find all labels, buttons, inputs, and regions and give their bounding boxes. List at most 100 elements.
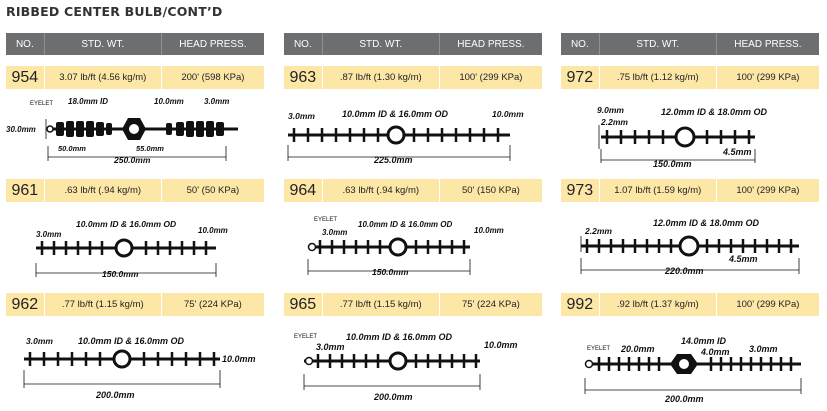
eyelet-label: EYELET bbox=[30, 101, 53, 107]
head-pressure: 75' (224 KPa) bbox=[462, 299, 520, 310]
product-number: 965 bbox=[284, 293, 323, 316]
product-number: 964 bbox=[284, 179, 323, 202]
dim-b-label: 3.0mm bbox=[749, 344, 778, 354]
dim-c-label: 4.0mm bbox=[700, 347, 730, 357]
head-pressure: 50' (150 KPa) bbox=[462, 185, 520, 196]
width-label: 150.0mm bbox=[102, 269, 139, 279]
dim-d-label: 55.0mm bbox=[136, 144, 164, 153]
product-row-965: 965 .77 lb/ft (1.15 kg/m) 75' (224 KPa) bbox=[284, 293, 542, 316]
table-header: NO. STD. WT. HEAD PRESS. bbox=[6, 33, 264, 55]
width-label: 200.0mm bbox=[373, 392, 413, 402]
eyelet-label: EYELET bbox=[294, 334, 317, 340]
width-label: 220.0mm bbox=[664, 266, 704, 276]
product-number: 962 bbox=[6, 293, 45, 316]
std-weight: .75 lb/ft (1.12 kg/m) bbox=[600, 66, 717, 89]
dim-a-label: 10.0mm bbox=[492, 109, 524, 119]
dim-b-label: 3.0mm bbox=[26, 336, 53, 346]
profile-drawing-973: 2.2mm 12.0mm ID & 18.0mm OD 4.5mm 220.0m… bbox=[580, 218, 800, 276]
dim-b-label: 3.0mm bbox=[322, 228, 347, 237]
std-weight: .63 lb/ft (.94 kg/m) bbox=[323, 179, 440, 202]
id-label: 12.0mm ID & 18.0mm OD bbox=[661, 107, 768, 117]
product-column-1: NO. STD. WT. HEAD PRESS. 954 3.07 lb/ft … bbox=[6, 33, 264, 400]
std-weight: 3.07 lb/ft (4.56 kg/m) bbox=[45, 66, 162, 89]
table-header: NO. STD. WT. HEAD PRESS. bbox=[561, 33, 819, 55]
dim-b-label: 3.0mm bbox=[36, 230, 61, 239]
dim-b-label: 3.0mm bbox=[288, 111, 315, 121]
product-row-973: 973 1.07 lb/ft (1.59 kg/m) 100' (299 KPa… bbox=[561, 179, 819, 202]
product-row-964: 964 .63 lb/ft (.94 kg/m) 50' (150 KPa) bbox=[284, 179, 542, 202]
dim-a-label: 10.0mm bbox=[154, 97, 184, 106]
product-row-954: 954 3.07 lb/ft (4.56 kg/m) 200' (598 KPa… bbox=[6, 66, 264, 89]
product-number: 972 bbox=[561, 66, 600, 89]
product-number: 992 bbox=[561, 293, 600, 316]
header-no: NO. bbox=[6, 33, 45, 55]
header-std-wt: STD. WT. bbox=[323, 33, 440, 55]
height-label: 9.0mm bbox=[597, 105, 624, 115]
id-label: 10.0mm ID & 16.0mm OD bbox=[76, 219, 176, 229]
product-number: 954 bbox=[6, 66, 45, 89]
profile-drawing-965: EYELET 3.0mm 10.0mm ID & 16.0mm OD 10.0m… bbox=[294, 332, 518, 402]
width-label: 250.0mm bbox=[113, 155, 151, 165]
height-label: 30.0mm bbox=[6, 125, 36, 134]
width-label: 150.0mm bbox=[372, 267, 409, 277]
head-pressure: 200' (598 KPa) bbox=[181, 72, 245, 83]
dim-a-label: 10.0mm bbox=[222, 354, 256, 364]
product-number: 963 bbox=[284, 66, 323, 89]
eyelet-label: EYELET bbox=[587, 346, 610, 352]
std-weight: .77 lb/ft (1.15 kg/m) bbox=[45, 293, 162, 316]
width-label: 150.0mm bbox=[653, 159, 692, 169]
header-std-wt: STD. WT. bbox=[45, 33, 162, 55]
dim-a-label: 10.0mm bbox=[484, 340, 518, 350]
head-pressure: 100' (299 KPa) bbox=[459, 72, 523, 83]
std-weight: .63 lb/ft (.94 kg/m) bbox=[45, 179, 162, 202]
product-row-992: 992 .92 lb/ft (1.37 kg/m) 100' (299 KPa) bbox=[561, 293, 819, 316]
id-label: 10.0mm ID & 16.0mm OD bbox=[346, 332, 453, 342]
product-column-2: NO. STD. WT. HEAD PRESS. 963 .87 lb/ft (… bbox=[284, 33, 542, 402]
id-label: 10.0mm ID & 16.0mm OD bbox=[358, 220, 452, 229]
std-weight: .92 lb/ft (1.37 kg/m) bbox=[600, 293, 717, 316]
header-no: NO. bbox=[561, 33, 600, 55]
dim-a-label: 10.0mm bbox=[198, 226, 228, 235]
header-head-press: HEAD PRESS. bbox=[457, 38, 525, 50]
dim-c-label: 50.0mm bbox=[58, 144, 86, 153]
std-weight: 1.07 lb/ft (1.59 kg/m) bbox=[600, 179, 717, 202]
dim-a-label: 10.0mm bbox=[474, 226, 504, 235]
product-row-963: 963 .87 lb/ft (1.30 kg/m) 100' (299 KPa) bbox=[284, 66, 542, 89]
id-label: 14.0mm ID bbox=[681, 336, 727, 346]
header-head-press: HEAD PRESS. bbox=[734, 38, 802, 50]
table-header: NO. STD. WT. HEAD PRESS. bbox=[284, 33, 542, 55]
header-head-press: HEAD PRESS. bbox=[179, 38, 247, 50]
dim-c-label: 4.5mm bbox=[728, 254, 758, 264]
header-no: NO. bbox=[284, 33, 323, 55]
width-label: 200.0mm bbox=[664, 394, 704, 404]
head-pressure: 75' (224 KPa) bbox=[184, 299, 242, 310]
product-column-3: NO. STD. WT. HEAD PRESS. 972 .75 lb/ft (… bbox=[561, 33, 819, 404]
head-pressure: 100' (299 KPa) bbox=[736, 299, 800, 310]
profile-drawing-954: EYELET 18.0mm ID 10.0mm 3.0mm 30.0mm 50.… bbox=[6, 97, 238, 165]
dim-b-label: 3.0mm bbox=[316, 342, 345, 352]
profile-drawing-963: 3.0mm 10.0mm ID & 16.0mm OD 10.0mm 225.0… bbox=[287, 109, 524, 165]
profile-drawing-961: 3.0mm 10.0mm ID & 16.0mm OD 10.0mm 150.0… bbox=[35, 219, 228, 279]
header-std-wt: STD. WT. bbox=[600, 33, 717, 55]
dim-e-label: 20.0mm bbox=[620, 344, 655, 354]
width-label: 225.0mm bbox=[373, 155, 413, 165]
id-label: 18.0mm ID bbox=[68, 97, 108, 106]
profile-drawing-992: EYELET 20.0mm 14.0mm ID 4.0mm 3.0mm 200.… bbox=[584, 336, 802, 404]
product-row-961: 961 .63 lb/ft (.94 kg/m) 50' (50 KPa) bbox=[6, 179, 264, 202]
product-number: 973 bbox=[561, 179, 600, 202]
id-label: 10.0mm ID & 16.0mm OD bbox=[342, 109, 449, 119]
page-title: RIBBED CENTER BULB/CONT’D bbox=[6, 4, 223, 19]
std-weight: .87 lb/ft (1.30 kg/m) bbox=[323, 66, 440, 89]
profile-drawing-964: EYELET 3.0mm 10.0mm ID & 16.0mm OD 10.0m… bbox=[307, 217, 504, 277]
head-pressure: 100' (299 KPa) bbox=[736, 72, 800, 83]
product-row-962: 962 .77 lb/ft (1.15 kg/m) 75' (224 KPa) bbox=[6, 293, 264, 316]
product-row-972: 972 .75 lb/ft (1.12 kg/m) 100' (299 KPa) bbox=[561, 66, 819, 89]
std-weight: .77 lb/ft (1.15 kg/m) bbox=[323, 293, 440, 316]
dim-c-label: 4.5mm bbox=[722, 147, 752, 157]
width-label: 200.0mm bbox=[95, 390, 135, 400]
profile-drawing-972: 9.0mm 2.2mm 12.0mm ID & 18.0mm OD 4.5mm … bbox=[597, 105, 768, 169]
product-number: 961 bbox=[6, 179, 45, 202]
eyelet-label: EYELET bbox=[314, 217, 337, 223]
dim-b-label: 2.2mm bbox=[600, 117, 628, 127]
dim-b-label: 2.2mm bbox=[584, 226, 612, 236]
